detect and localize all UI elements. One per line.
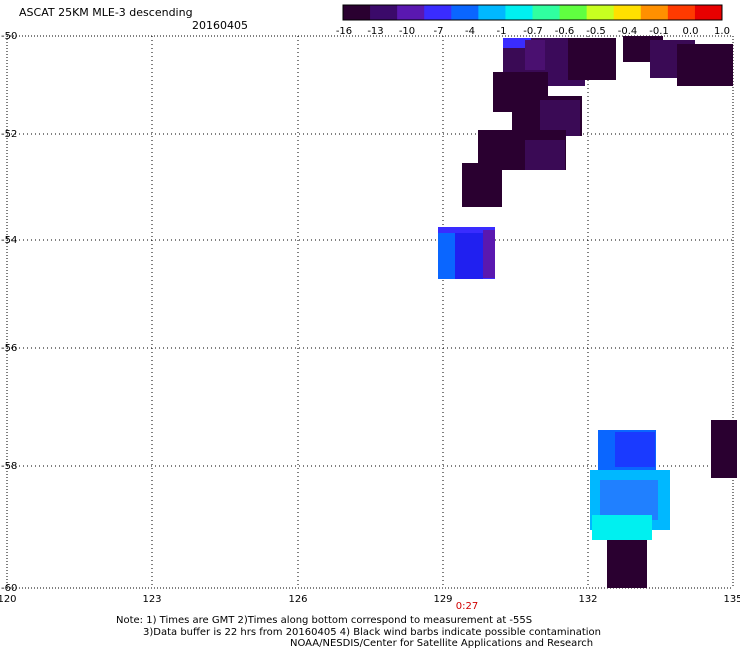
colorbar-label: -7: [434, 26, 444, 37]
colorbar-swatch: [613, 5, 642, 20]
swath-data: [438, 36, 737, 588]
latitude-tick-label: -52: [1, 129, 17, 140]
colorbar-labels: -16 -13 -10 -7 -4 -1 -0.7 -0.6 -0.5 -0.4 -0.1 0.0 1.…: [336, 26, 730, 37]
colorbar-swatch: [532, 5, 561, 20]
time-label: 0:27: [456, 601, 478, 612]
latitude-tick-label: -56: [1, 343, 17, 354]
product-date: 20160405: [192, 19, 248, 32]
longitude-tick-label: 126: [288, 594, 307, 605]
latitude-tick-label: -54: [1, 235, 17, 246]
colorbar: [342, 4, 723, 21]
longitude-tick-label: 129: [433, 594, 452, 605]
colorbar-label: -4: [465, 26, 475, 37]
colorbar-swatch: [667, 5, 696, 20]
colorbar-swatch: [505, 5, 533, 20]
colorbar-label: -13: [367, 26, 383, 37]
axis-labels: 120 123 126 129 132 135 -50 -52 -54 -56 -58 -60: [0, 31, 740, 605]
colorbar-label: -10: [399, 26, 415, 37]
colorbar-label: -16: [336, 26, 352, 37]
colorbar-swatch: [559, 5, 588, 20]
colorbar-swatch: [478, 5, 506, 20]
product-title: ASCAT 25KM MLE-3 descending: [19, 6, 193, 19]
colorbar-label: -0.4: [618, 26, 638, 37]
colorbar-swatch: [424, 5, 452, 20]
colorbar-label: 1.0: [714, 26, 730, 37]
colorbar-label: -0.1: [649, 26, 669, 37]
latitude-tick-label: -60: [1, 583, 17, 594]
colorbar-label: 0.0: [683, 26, 699, 37]
longitude-tick-label: 123: [142, 594, 161, 605]
latitude-tick-label: -50: [1, 31, 17, 42]
longitude-tick-label: 132: [578, 594, 597, 605]
colorbar-swatch: [586, 5, 615, 20]
colorbar-label: -1: [497, 26, 507, 37]
colorbar-label: -0.6: [555, 26, 575, 37]
colorbar-swatch: [370, 5, 398, 20]
longitude-tick-label: 120: [0, 594, 17, 605]
colorbar-swatch: [397, 5, 425, 20]
colorbar-swatch: [694, 5, 723, 20]
colorbar-swatch: [343, 5, 371, 20]
note-line-1: Note: 1) Times are GMT 2)Times along bot…: [116, 615, 533, 626]
colorbar-label: -0.7: [523, 26, 543, 37]
longitude-tick-label: 135: [723, 594, 740, 605]
note-line-3: NOAA/NESDIS/Center for Satellite Applica…: [290, 638, 594, 649]
colorbar-swatch: [451, 5, 479, 20]
colorbar-swatch: [640, 5, 669, 20]
latitude-tick-label: -58: [1, 461, 17, 472]
colorbar-label: -0.5: [586, 26, 606, 37]
note-line-2: 3)Data buffer is 22 hrs from 20160405 4)…: [143, 627, 601, 638]
